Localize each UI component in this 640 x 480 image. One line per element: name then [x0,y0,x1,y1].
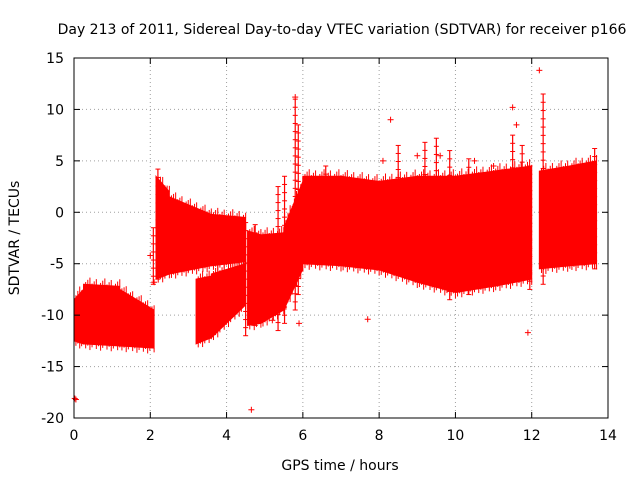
outlier-point [513,121,520,128]
y-tick-label: 0 [55,205,64,221]
outlier-point [296,320,303,327]
x-tick-label: 12 [523,428,541,444]
x-tick-label: 10 [447,428,465,444]
plot-frame [73,57,609,419]
outlier-point [151,279,158,286]
data-band [340,175,380,271]
x-tick-label: 8 [375,428,384,444]
outlier-point [269,317,276,324]
data-band [195,275,212,345]
outlier-point [387,116,394,123]
data-band [569,160,598,267]
data-band [83,283,121,347]
y-axis-title: SDTVAR / TECUs [7,181,23,296]
y-tick-label: -10 [41,308,64,324]
outlier-point [437,152,444,159]
x-axis-title: GPS time / hours [281,458,398,474]
data-band [302,175,342,267]
y-tick-label: 10 [46,102,64,118]
y-tick-label: 15 [46,51,64,67]
outlier-point [147,252,154,259]
data-band [247,230,262,327]
y-tick-label: -15 [41,360,64,376]
data-band [260,232,285,325]
y-tick-label: -5 [50,257,64,273]
x-tick-label: 14 [599,428,617,444]
x-tick-label: 2 [146,428,155,444]
outlier-point [292,94,299,101]
outlier-point [414,152,421,159]
axis-ticks: 0 2 4 6 8 10 12 14 -20 -15 -10 -5 0 5 10 15 [41,51,617,444]
outlier-point [71,395,78,402]
data-band [454,170,495,294]
data-band [210,213,247,267]
data-band [538,165,571,270]
y-tick-label: -20 [41,411,64,427]
chart-title: Day 213 of 2011, Sidereal Day-to-day VTE… [58,22,627,38]
x-tick-label: 6 [298,428,307,444]
x-tick-label: 0 [70,428,79,444]
outlier-point [490,163,497,169]
outlier-point [248,406,255,413]
outlier-point [536,67,543,74]
outlier-point [524,329,531,336]
outlier-point [379,157,386,164]
y-tick-label: 5 [55,154,64,170]
outlier-point [364,316,371,323]
outlier-point [471,157,478,164]
outlier-point [185,265,192,272]
x-tick-label: 4 [222,428,231,444]
data-layer [71,67,598,413]
outlier-point [509,104,516,111]
